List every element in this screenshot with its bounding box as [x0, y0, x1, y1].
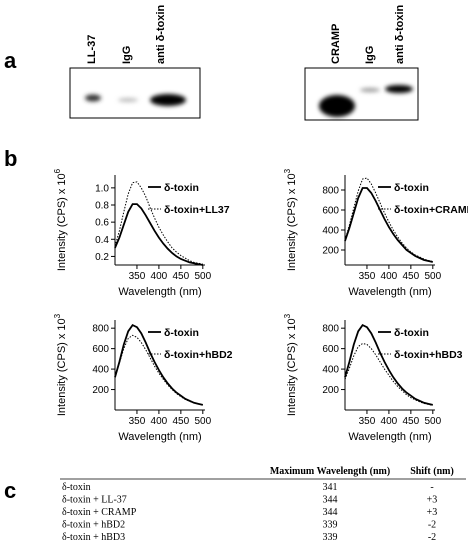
- series-line: [344, 342, 433, 406]
- y-axis-label: Intensity (CPS) x 103: [53, 313, 68, 416]
- x-tick-label: 400: [381, 271, 398, 282]
- y-tick-label: 200: [322, 385, 339, 396]
- x-tick-label: 400: [151, 271, 168, 282]
- x-tick-label: 500: [194, 416, 211, 427]
- x-axis-label: Wavelength (nm): [118, 286, 201, 298]
- x-tick-label: 350: [359, 271, 376, 282]
- x-tick-label: 500: [194, 271, 211, 282]
- y-tick-label: 0.6: [95, 218, 109, 229]
- legend-label: δ-toxin+hBD3: [394, 349, 463, 361]
- y-axis-label: Intensity (CPS) x 106: [53, 168, 68, 271]
- table-cell: +3: [427, 507, 438, 518]
- lane-label: LL-37: [86, 35, 98, 64]
- table-cell: 341: [323, 482, 338, 493]
- lane-label: anti δ-toxin: [155, 4, 167, 64]
- x-tick-label: 450: [173, 271, 190, 282]
- table-cell: -: [430, 482, 433, 493]
- panel-label: c: [4, 478, 16, 503]
- table-cell: 344: [323, 507, 338, 518]
- legend-label: δ-toxin+CRAMP: [394, 204, 468, 216]
- table-cell: -2: [428, 520, 436, 531]
- series-line: [114, 181, 203, 265]
- x-axis-label: Wavelength (nm): [348, 431, 431, 443]
- y-axis-label-text: Intensity (CPS) x 10: [56, 173, 68, 271]
- blot-frame: [304, 67, 419, 121]
- y-tick-label: 1.0: [95, 183, 109, 194]
- x-tick-label: 450: [403, 271, 420, 282]
- y-tick-label: 600: [92, 344, 109, 355]
- lane-label: CRAMP: [330, 24, 342, 64]
- y-tick-label: 800: [92, 324, 109, 335]
- table-cell: +3: [427, 495, 438, 506]
- y-tick-label: 200: [322, 246, 339, 257]
- table-cell: δ-toxin + hBD2: [62, 520, 125, 531]
- y-axis-label-exponent: 3: [53, 313, 62, 318]
- lane-label: anti δ-toxin: [394, 4, 406, 64]
- x-axis-label: Wavelength (nm): [348, 286, 431, 298]
- series-line: [344, 177, 433, 262]
- table-cell: δ-toxin + LL-37: [62, 495, 127, 506]
- y-tick-label: 800: [322, 324, 339, 335]
- y-axis-label-exponent: 3: [283, 168, 292, 173]
- table-cell: 344: [323, 495, 338, 506]
- table-cell: 339: [323, 520, 338, 531]
- x-tick-label: 450: [403, 416, 420, 427]
- y-tick-label: 800: [322, 186, 339, 197]
- table-header: Maximum Wavelength (nm): [270, 466, 390, 477]
- y-tick-label: 600: [322, 344, 339, 355]
- legend-label: δ-toxin: [164, 327, 199, 339]
- series-line: [114, 334, 203, 406]
- series-line: [344, 187, 433, 263]
- x-tick-label: 500: [424, 416, 441, 427]
- lane-label: IgG: [364, 46, 376, 64]
- y-axis-label: Intensity (CPS) x 103: [283, 313, 298, 416]
- series-line: [114, 203, 203, 266]
- x-tick-label: 350: [359, 416, 376, 427]
- legend-label: δ-toxin: [164, 182, 199, 194]
- table-cell: δ-toxin: [62, 482, 91, 493]
- table-header: Shift (nm): [410, 466, 454, 477]
- table-cell: 339: [323, 532, 338, 543]
- y-axis-label-exponent: 6: [53, 168, 62, 173]
- legend-label: δ-toxin+LL37: [164, 204, 230, 216]
- y-tick-label: 400: [322, 365, 339, 376]
- x-tick-label: 350: [129, 271, 146, 282]
- table-cell: -2: [428, 532, 436, 543]
- x-tick-label: 350: [129, 416, 146, 427]
- y-axis-label-text: Intensity (CPS) x 10: [286, 318, 298, 416]
- legend-label: δ-toxin+hBD2: [164, 349, 233, 361]
- x-tick-label: 400: [381, 416, 398, 427]
- blot-bands: [85, 85, 413, 117]
- y-tick-label: 600: [322, 206, 339, 217]
- y-tick-label: 0.8: [95, 201, 109, 212]
- y-axis-label-text: Intensity (CPS) x 10: [56, 318, 68, 416]
- y-axis-label-text: Intensity (CPS) x 10: [286, 173, 298, 271]
- table-cell: δ-toxin + hBD3: [62, 532, 125, 543]
- legend-label: δ-toxin: [394, 327, 429, 339]
- legend-label: δ-toxin: [394, 182, 429, 194]
- lane-label: IgG: [121, 46, 133, 64]
- y-axis-label: Intensity (CPS) x 103: [283, 168, 298, 271]
- panel-label: b: [4, 146, 17, 171]
- series-line: [344, 323, 433, 406]
- y-tick-label: 0.2: [95, 252, 109, 263]
- y-axis-label-exponent: 3: [283, 313, 292, 318]
- x-tick-label: 500: [424, 271, 441, 282]
- panel-label: a: [4, 48, 17, 73]
- y-tick-label: 400: [322, 226, 339, 237]
- x-axis-label: Wavelength (nm): [118, 431, 201, 443]
- y-tick-label: 0.4: [95, 235, 109, 246]
- y-tick-label: 400: [92, 365, 109, 376]
- blot-frame: [69, 67, 201, 119]
- x-tick-label: 400: [151, 416, 168, 427]
- table-cell: δ-toxin + CRAMP: [62, 507, 137, 518]
- y-tick-label: 200: [92, 385, 109, 396]
- x-tick-label: 450: [173, 416, 190, 427]
